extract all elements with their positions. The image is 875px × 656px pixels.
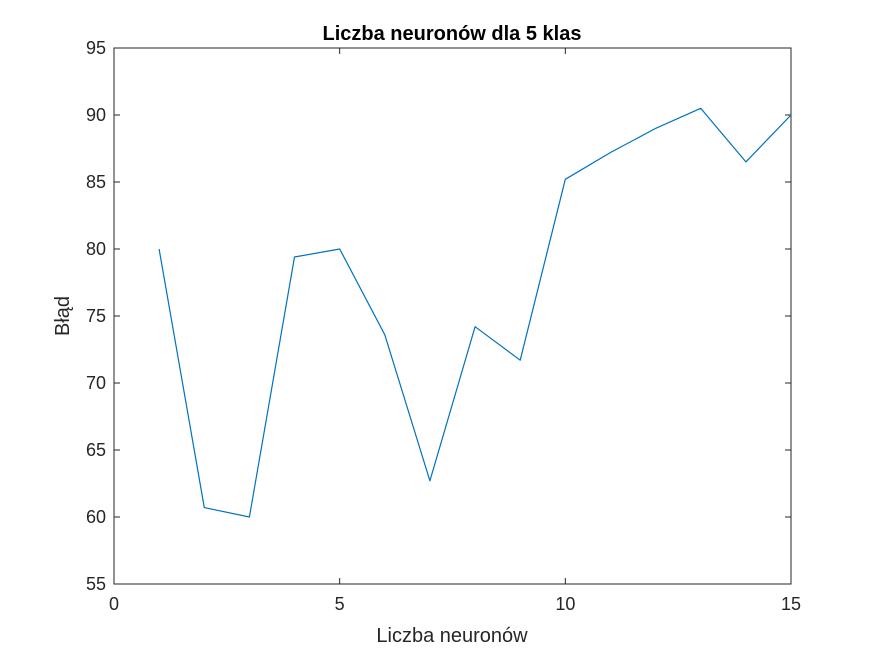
x-tick-label: 0 <box>109 594 119 614</box>
x-axis-label: Liczba neuronów <box>376 625 528 647</box>
y-tick-label: 55 <box>86 574 106 594</box>
x-tick-label: 5 <box>335 594 345 614</box>
y-axis: 55 60 65 70 75 80 85 90 95 <box>86 38 791 594</box>
x-axis: 0 5 10 15 <box>109 48 801 614</box>
y-tick-label: 65 <box>86 440 106 460</box>
series-line <box>158 107 792 518</box>
chart-title: Liczba neuronów dla 5 klas <box>323 23 582 45</box>
y-tick-label: 95 <box>86 38 106 58</box>
y-tick-label: 80 <box>86 239 106 259</box>
y-tick-label: 85 <box>86 172 106 192</box>
y-tick-label: 60 <box>86 507 106 527</box>
x-tick-label: 15 <box>781 594 801 614</box>
y-tick-label: 90 <box>86 105 106 125</box>
series-layer <box>158 107 792 518</box>
y-axis-label: Błąd <box>52 296 74 336</box>
y-tick-label: 70 <box>86 373 106 393</box>
plot-area <box>113 47 792 585</box>
plot-frame <box>113 47 792 585</box>
x-tick-label: 10 <box>555 594 575 614</box>
y-tick-label: 75 <box>86 306 106 326</box>
